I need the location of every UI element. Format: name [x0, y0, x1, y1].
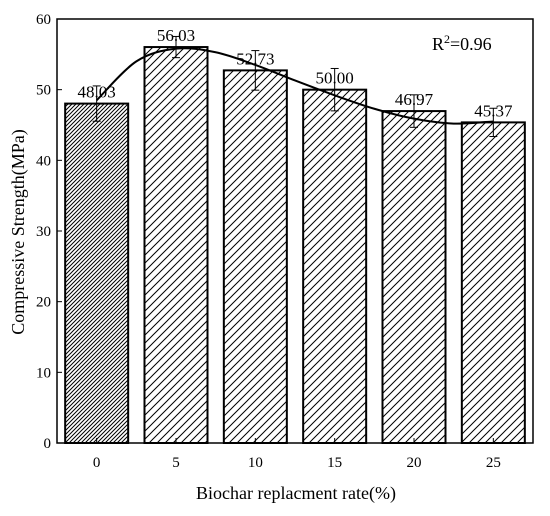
data-label-5: 56.03 [157, 26, 195, 45]
y-tick-label-0: 0 [44, 436, 52, 452]
bar-0 [64, 102, 130, 444]
x-tick-label-10: 10 [248, 455, 263, 471]
r-squared-annotation: R2=0.96 [432, 32, 492, 54]
data-label-0: 48.03 [78, 83, 116, 102]
data-labels-layer: 48.03 56.03 52.73 50.00 46.97 45.37 [78, 26, 513, 120]
y-tick-label-10: 10 [36, 365, 51, 381]
plot-layer [57, 19, 533, 443]
error-bars-layer [92, 35, 498, 138]
fit-curve [95, 47, 494, 125]
axes-layer: 0 10 20 30 40 50 60 0 5 10 15 20 25 [36, 12, 534, 471]
x-tick-label-20: 20 [407, 455, 422, 471]
data-label-25: 45.37 [474, 101, 513, 120]
y-tick-label-40: 40 [36, 153, 51, 169]
bar-10 [222, 69, 288, 444]
x-axis-title: Biochar replacment rate(%) [196, 483, 396, 504]
bar-25 [460, 121, 526, 444]
x-tick-label-25: 25 [486, 455, 501, 471]
x-tick-label-0: 0 [93, 455, 101, 471]
data-label-20: 46.97 [395, 90, 434, 109]
bar-20 [381, 110, 447, 444]
y-axis-title: Compressive Strength(MPa) [8, 129, 29, 334]
plot-area [57, 19, 533, 443]
y-tick-label-50: 50 [36, 83, 51, 99]
bars-layer [64, 46, 526, 445]
bar-15 [302, 88, 368, 445]
data-label-15: 50.00 [316, 69, 354, 88]
x-tick-label-5: 5 [172, 455, 180, 471]
x-tick-label-15: 15 [327, 455, 342, 471]
data-label-10: 52.73 [236, 49, 274, 68]
y-tick-label-30: 30 [36, 224, 51, 240]
y-tick-label-60: 60 [36, 12, 51, 28]
y-tick-label-20: 20 [36, 295, 51, 311]
bar-5 [143, 46, 209, 445]
